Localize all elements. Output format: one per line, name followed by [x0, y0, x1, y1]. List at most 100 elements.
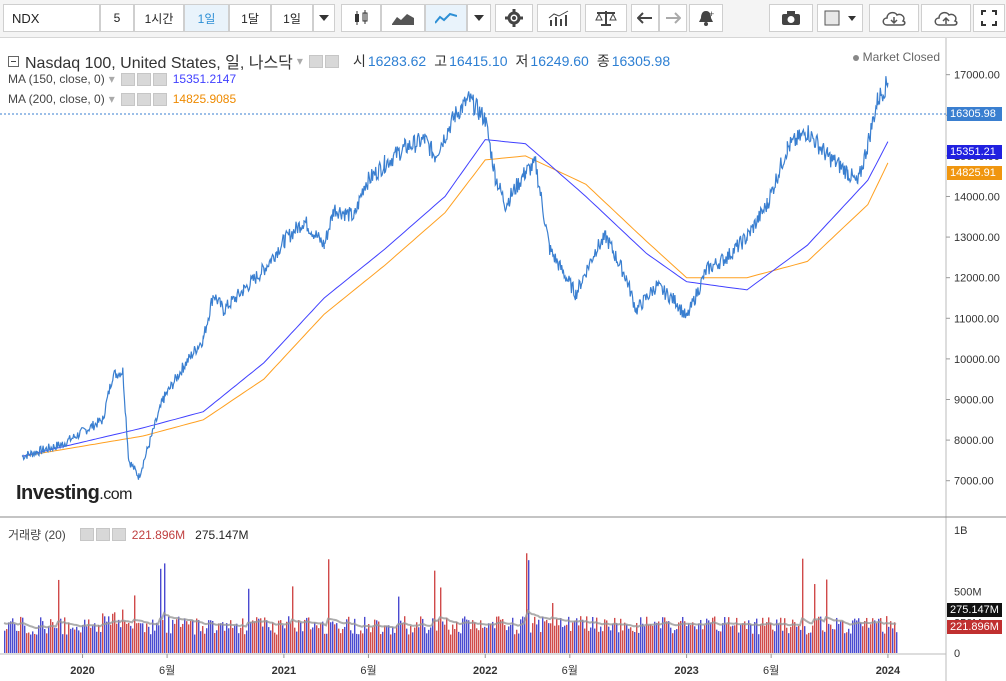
volume-bar [208, 620, 210, 653]
volume-bar [216, 630, 218, 653]
time-axis-ticks: 2020 6월 2021 6월 2022 6월 2023 6월 2024 [70, 654, 901, 677]
volume-bar [100, 631, 102, 653]
volume-bar [212, 620, 214, 653]
settings-icon[interactable] [495, 4, 533, 32]
volume-bar [548, 623, 550, 653]
interval-dropdown-icon[interactable] [313, 4, 335, 32]
indicators-icon[interactable] [537, 4, 581, 32]
volume-axis-ticks: 1B500M250M0 [954, 525, 982, 660]
cloud-download-icon[interactable] [869, 4, 919, 32]
volume-bar [588, 630, 590, 653]
volume-bar [232, 627, 234, 653]
compare-icon[interactable] [585, 4, 627, 32]
volume-bar [334, 624, 336, 653]
volume-bar [64, 617, 66, 653]
volume-bar [378, 621, 380, 653]
chart-area[interactable]: 18000.0017000.0016000.0015000.0014000.00… [0, 38, 1006, 681]
redo-icon[interactable] [659, 4, 687, 32]
volume-bar [122, 609, 124, 653]
alert-icon[interactable]: + [689, 4, 723, 32]
volume-bar [202, 626, 204, 653]
volume-bar [188, 624, 190, 653]
volume-bar [56, 628, 58, 653]
volume-bar [800, 629, 802, 653]
volume-bar [494, 628, 496, 653]
volume-bar [718, 631, 720, 653]
price-chart[interactable]: 18000.0017000.0016000.0015000.0014000.00… [0, 38, 1006, 681]
volume-bar [838, 624, 840, 653]
fullscreen-icon[interactable] [973, 4, 1005, 32]
volume-bar [218, 623, 220, 653]
volume-bar [106, 621, 108, 653]
interval-1h-button[interactable]: 1시간 [134, 4, 184, 32]
investing-logo: Investing.com [16, 482, 132, 504]
ma200-dropdown-icon[interactable]: ▾ [108, 92, 115, 106]
volume-bar [842, 620, 844, 653]
legend-controls[interactable] [308, 54, 339, 68]
volume-bar [136, 623, 138, 653]
cloud-upload-icon[interactable] [921, 4, 971, 32]
interval-1m-button[interactable]: 1달 [229, 4, 271, 32]
interval-5-button[interactable]: 5 [100, 4, 134, 32]
ma150-controls[interactable] [120, 72, 167, 86]
volume-bar [186, 621, 188, 653]
title-dropdown-icon[interactable]: ▾ [296, 54, 303, 68]
chart-type-dropdown-icon[interactable] [467, 4, 491, 32]
low-value: 16249.60 [530, 53, 589, 69]
volume-bar [322, 621, 324, 653]
volume-controls[interactable] [79, 528, 126, 541]
candlestick-icon[interactable] [341, 4, 381, 32]
ma200-price-tag: 14825.91 [947, 166, 1002, 180]
volume-bar [782, 630, 784, 653]
volume-bar [204, 633, 206, 653]
volume-bar [390, 634, 392, 653]
volume-bar [132, 628, 134, 653]
volume-bar [628, 628, 630, 653]
camera-icon[interactable] [769, 4, 813, 32]
volume-bar [392, 627, 394, 653]
volume-bar [610, 630, 612, 653]
ma150-dropdown-icon[interactable]: ▾ [108, 72, 115, 86]
volume-bar [290, 622, 292, 653]
price-tick-label: 18000.00 [954, 38, 1000, 41]
volume-bar [582, 619, 584, 653]
collapse-icon[interactable] [8, 55, 19, 67]
volume-bar [752, 633, 754, 653]
volume-bar [46, 633, 48, 653]
volume-bar [68, 622, 70, 653]
interval-1w-button[interactable]: 1일 [271, 4, 313, 32]
volume-bar [570, 630, 572, 653]
volume-bar [670, 627, 672, 653]
symbol-input[interactable]: NDX [3, 4, 100, 32]
line-chart-icon[interactable] [425, 4, 467, 32]
undo-icon[interactable] [631, 4, 659, 32]
color-icon[interactable] [817, 4, 863, 32]
volume-bar [280, 620, 282, 653]
volume-tick-label: 500M [954, 587, 982, 599]
volume-bar [744, 621, 746, 653]
volume-bar [826, 579, 828, 653]
volume-bar [592, 616, 594, 653]
volume-bar [656, 622, 658, 653]
volume-bar [256, 617, 258, 653]
volume-bar [156, 622, 158, 653]
ma200-controls[interactable] [120, 92, 167, 106]
volume-bar [578, 625, 580, 653]
volume-bar [80, 632, 82, 653]
interval-1d-button[interactable]: 1일 [184, 4, 229, 32]
volume-bar [832, 629, 834, 653]
time-tick-label: 2020 [70, 665, 94, 677]
volume-bar [566, 624, 568, 653]
volume-bar [52, 622, 54, 653]
volume-bar [160, 568, 162, 653]
volume-bar [708, 620, 710, 653]
ma150-label: MA (150, close, 0) [8, 72, 105, 86]
volume-bar [684, 621, 686, 653]
area-chart-icon[interactable] [381, 4, 425, 32]
volume-bar [32, 631, 34, 653]
volume-bar [370, 632, 372, 653]
volume-bar [730, 626, 732, 653]
volume-bar [138, 622, 140, 653]
volume-bar [302, 631, 304, 653]
volume-bar [514, 634, 516, 653]
